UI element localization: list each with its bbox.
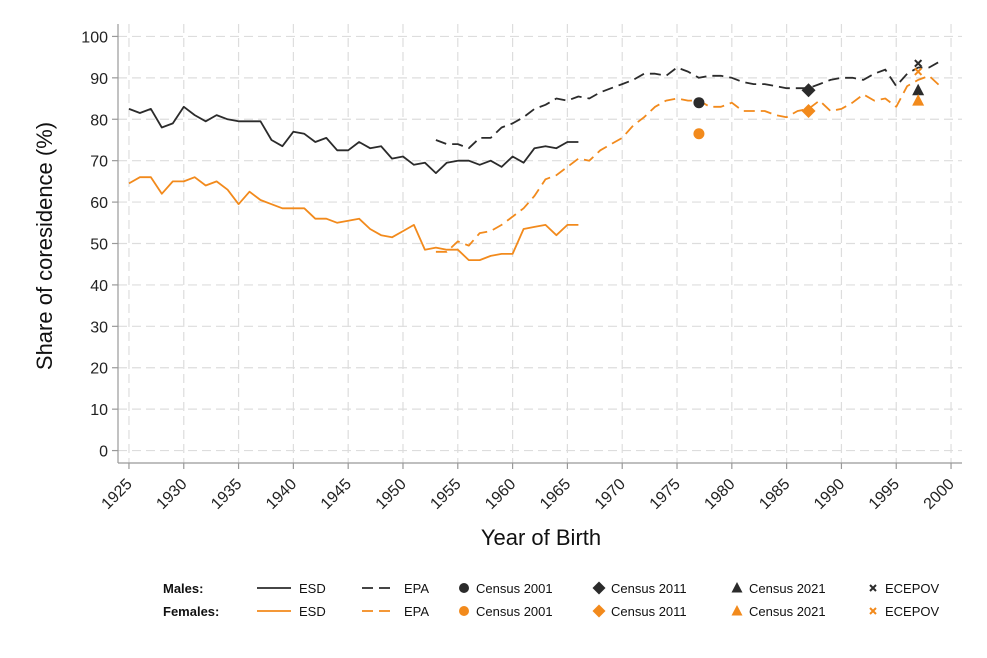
series-females-epa xyxy=(435,74,941,253)
x-axis-title: Year of Birth xyxy=(481,525,601,550)
legend-swatch-females-census-2021 xyxy=(731,605,743,616)
y-tick-label-10: 10 xyxy=(90,402,108,419)
legend-label-females-census-2001: Census 2001 xyxy=(476,604,553,619)
x-tick-label-1980: 1980 xyxy=(701,476,738,513)
x-tick-label-1960: 1960 xyxy=(482,476,519,513)
x-tick-label-1930: 1930 xyxy=(153,476,190,513)
point-females-census-2001 xyxy=(693,128,705,140)
point-females-census-2011 xyxy=(801,103,816,118)
y-tick-label-50: 50 xyxy=(90,237,108,254)
legend-row-label-females: Females: xyxy=(163,604,219,619)
y-axis-title: Share of coresidence (%) xyxy=(32,122,57,370)
point-males-census-2011 xyxy=(801,83,816,98)
point-males-census-2021 xyxy=(912,83,925,96)
y-tick-label-0: 0 xyxy=(99,444,108,461)
series-lines xyxy=(128,60,941,261)
legend-row-label-males: Males: xyxy=(163,581,203,596)
legend-label-females-esd: ESD xyxy=(299,604,326,619)
legend-swatch-females-ecepov xyxy=(869,607,877,615)
legend-swatch-females-census-2011 xyxy=(592,604,606,618)
x-tick-label-1975: 1975 xyxy=(647,476,684,513)
x-tick-label-1995: 1995 xyxy=(866,476,903,513)
x-tick-label-1945: 1945 xyxy=(318,476,355,513)
point-males-census-2001 xyxy=(693,97,705,109)
series-males-epa xyxy=(435,60,941,150)
legend-label-males-epa: EPA xyxy=(404,581,429,596)
y-tick-label-60: 60 xyxy=(90,195,108,212)
point-males-ecepov xyxy=(914,59,923,68)
y-tick-label-20: 20 xyxy=(90,361,108,378)
y-tick-label-90: 90 xyxy=(90,71,108,88)
legend-label-females-census-2021: Census 2021 xyxy=(749,604,826,619)
legend: Males: ESD EPA Census 2001 Census 2011 Census… xyxy=(163,581,940,619)
x-tick-label-1990: 1990 xyxy=(811,476,848,513)
legend-label-males-census-2011: Census 2011 xyxy=(611,581,687,596)
legend-label-males-esd: ESD xyxy=(299,581,326,596)
grid xyxy=(118,24,962,463)
x-tick-label-1940: 1940 xyxy=(263,476,300,513)
legend-swatch-males-census-2001 xyxy=(459,583,469,593)
legend-label-males-ecepov: ECEPOV xyxy=(885,581,940,596)
point-females-census-2021 xyxy=(912,94,925,106)
legend-label-females-epa: EPA xyxy=(404,604,429,619)
series-females-esd xyxy=(128,176,579,261)
x-tick-label-1925: 1925 xyxy=(99,476,136,513)
y-tick-label-100: 100 xyxy=(81,29,108,46)
point-females-ecepov xyxy=(914,67,923,76)
legend-swatch-males-census-2021 xyxy=(731,582,743,593)
legend-swatch-females-census-2001 xyxy=(459,606,469,616)
legend-label-females-ecepov: ECEPOV xyxy=(885,604,940,619)
legend-label-males-census-2021: Census 2021 xyxy=(749,581,826,596)
x-tick-label-1985: 1985 xyxy=(756,476,793,513)
y-tick-label-30: 30 xyxy=(90,319,108,336)
x-tick-label-1955: 1955 xyxy=(427,476,464,513)
y-tick-label-80: 80 xyxy=(90,112,108,129)
y-tick-label-40: 40 xyxy=(90,278,108,295)
x-tick-label-2000: 2000 xyxy=(921,476,958,513)
axes: 0 10 20 30 40 50 60 70 80 90 100 1925 1930 1935 1940 19… xyxy=(81,24,962,513)
legend-label-males-census-2001: Census 2001 xyxy=(476,581,553,596)
series-males-esd xyxy=(128,105,579,174)
legend-swatch-males-ecepov xyxy=(869,584,877,592)
x-tick-label-1965: 1965 xyxy=(537,476,574,513)
x-tick-label-1970: 1970 xyxy=(592,476,629,513)
x-tick-label-1935: 1935 xyxy=(208,476,245,513)
y-tick-label-70: 70 xyxy=(90,154,108,171)
census-points xyxy=(693,59,925,140)
legend-swatch-males-census-2011 xyxy=(592,581,606,595)
x-tick-label-1950: 1950 xyxy=(373,476,410,513)
legend-label-females-census-2011: Census 2011 xyxy=(611,604,687,619)
